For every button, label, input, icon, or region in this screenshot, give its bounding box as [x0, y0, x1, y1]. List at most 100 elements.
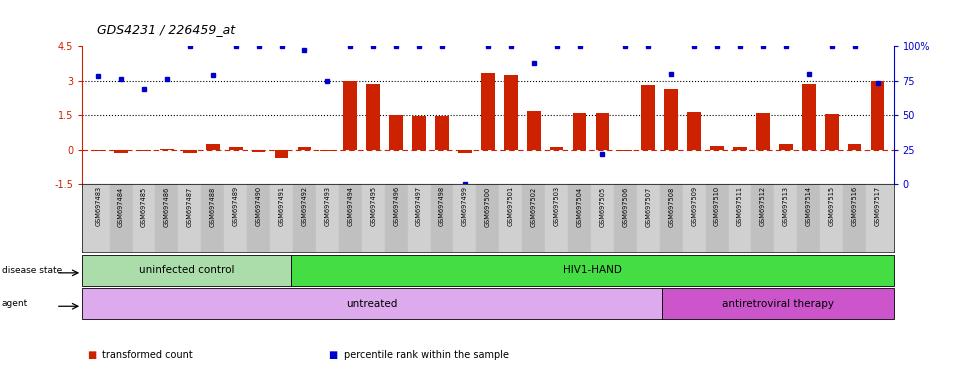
Bar	[683, 184, 705, 252]
Text: GSM697507: GSM697507	[645, 186, 651, 227]
Bar	[476, 184, 499, 252]
Bar	[802, 84, 815, 150]
Text: GSM697485: GSM697485	[141, 186, 147, 227]
Bar	[870, 81, 885, 150]
Bar	[252, 150, 266, 152]
Text: GSM697515: GSM697515	[829, 186, 835, 227]
Bar	[293, 184, 316, 252]
Bar	[453, 184, 476, 252]
Bar	[660, 184, 683, 252]
Bar	[756, 113, 770, 150]
Bar	[229, 147, 242, 150]
Bar	[550, 147, 563, 150]
Bar	[339, 184, 361, 252]
Text: GSM697511: GSM697511	[737, 186, 743, 226]
Bar	[710, 146, 724, 150]
Bar	[270, 184, 293, 252]
Text: GSM697512: GSM697512	[760, 186, 766, 227]
Bar	[384, 184, 408, 252]
Bar	[316, 184, 339, 252]
Bar	[775, 184, 797, 252]
Text: percentile rank within the sample: percentile rank within the sample	[344, 350, 509, 360]
Bar	[848, 144, 862, 150]
Bar	[867, 184, 889, 252]
Bar	[618, 150, 632, 151]
Text: GDS4231 / 226459_at: GDS4231 / 226459_at	[97, 23, 235, 36]
Text: ■: ■	[328, 350, 338, 360]
Bar	[523, 184, 545, 252]
Bar	[568, 184, 591, 252]
Bar	[291, 255, 894, 286]
Text: antiretroviral therapy: antiretroviral therapy	[722, 299, 834, 309]
Bar	[201, 184, 224, 252]
Text: GSM697487: GSM697487	[186, 186, 193, 227]
Bar	[179, 184, 201, 252]
Bar	[344, 81, 357, 150]
Bar	[183, 150, 197, 153]
Text: GSM697491: GSM697491	[278, 186, 285, 226]
Text: GSM697490: GSM697490	[256, 186, 262, 227]
Text: HIV1-HAND: HIV1-HAND	[563, 265, 621, 275]
Bar	[109, 184, 132, 252]
Text: GSM697504: GSM697504	[577, 186, 582, 227]
Bar	[412, 116, 426, 150]
Text: GSM697502: GSM697502	[530, 186, 537, 227]
Text: GSM697496: GSM697496	[393, 186, 399, 227]
Text: ■: ■	[87, 350, 97, 360]
Bar	[825, 114, 838, 150]
Text: GSM697505: GSM697505	[600, 186, 606, 227]
Bar	[843, 184, 867, 252]
Text: untreated: untreated	[346, 299, 398, 309]
Bar	[733, 147, 747, 150]
Text: GSM697486: GSM697486	[164, 186, 170, 227]
Text: GSM697492: GSM697492	[301, 186, 307, 227]
Text: GSM697495: GSM697495	[370, 186, 376, 227]
Text: transformed count: transformed count	[102, 350, 193, 360]
Text: GSM697514: GSM697514	[806, 186, 811, 227]
Bar	[408, 184, 431, 252]
Text: GSM697503: GSM697503	[554, 186, 559, 227]
Bar	[82, 288, 662, 319]
Bar	[820, 184, 843, 252]
Text: GSM697493: GSM697493	[325, 186, 330, 226]
Bar	[797, 184, 820, 252]
Text: GSM697483: GSM697483	[96, 186, 101, 227]
Bar	[366, 84, 380, 150]
Bar	[752, 184, 775, 252]
Text: uninfected control: uninfected control	[139, 265, 234, 275]
Bar	[160, 149, 174, 150]
Text: GSM697510: GSM697510	[714, 186, 720, 227]
Bar	[224, 184, 247, 252]
Bar	[389, 115, 403, 150]
Bar	[132, 184, 156, 252]
Text: GSM697497: GSM697497	[416, 186, 422, 227]
Bar	[137, 150, 151, 151]
Bar	[361, 184, 384, 252]
Bar	[247, 184, 270, 252]
Bar	[431, 184, 453, 252]
Bar	[596, 113, 610, 150]
Bar	[614, 184, 637, 252]
Text: GSM697509: GSM697509	[691, 186, 697, 227]
Text: GSM697506: GSM697506	[622, 186, 628, 227]
Bar	[298, 147, 311, 150]
Text: GSM697499: GSM697499	[462, 186, 468, 226]
Text: GSM697498: GSM697498	[439, 186, 445, 227]
Text: GSM697513: GSM697513	[782, 186, 789, 226]
Bar	[687, 112, 701, 150]
Bar	[435, 116, 449, 150]
Bar	[573, 113, 586, 150]
Bar	[637, 184, 660, 252]
Bar	[591, 184, 614, 252]
Bar	[91, 150, 105, 151]
Bar	[321, 150, 334, 151]
Bar	[87, 184, 109, 252]
Bar	[114, 150, 128, 153]
Text: agent: agent	[2, 299, 28, 308]
Text: GSM697484: GSM697484	[118, 186, 124, 227]
Text: GSM697508: GSM697508	[668, 186, 674, 227]
Bar	[662, 288, 894, 319]
Bar	[526, 111, 541, 150]
Bar	[545, 184, 568, 252]
Bar	[481, 73, 495, 150]
